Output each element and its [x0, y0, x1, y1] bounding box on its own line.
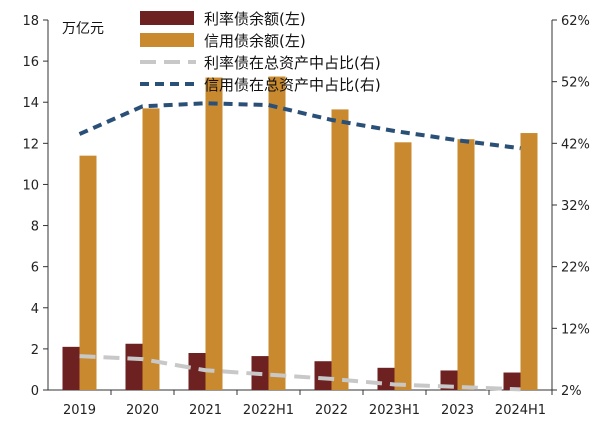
legend: 利率债余额(左) 信用债余额(左) 利率债在总资产中占比(右) 信用债在总资产中占比(… — [140, 10, 381, 94]
x-tick-label: 2024H1 — [495, 403, 546, 418]
credit-bond-bar — [142, 108, 160, 390]
credit-bond-bar — [268, 76, 286, 391]
rate-bond-bar — [188, 353, 206, 390]
left-tick-label: 2 — [31, 343, 39, 358]
rate-bond-bar — [125, 343, 143, 390]
bars — [62, 76, 538, 391]
credit-bond-bar — [331, 109, 349, 391]
rate-bond-bar — [503, 372, 521, 390]
right-tick-label: 42% — [561, 137, 590, 152]
ticks: 0 2 4 6 8 10 12 14 16 18 2% 12% 22% 32% 42% 52% 62% 2019 2… — [22, 14, 589, 418]
x-tick-label: 2022H1 — [243, 403, 294, 418]
right-tick-label: 52% — [561, 76, 590, 91]
credit-bond-share-line — [78, 101, 521, 151]
credit-bond-bar — [79, 155, 97, 390]
left-tick-label: 14 — [22, 96, 39, 111]
right-tick-label: 12% — [561, 322, 590, 337]
left-tick-label: 12 — [22, 137, 39, 152]
rate-bond-bar — [377, 367, 395, 390]
left-tick-label: 0 — [31, 384, 39, 399]
lines — [78, 101, 521, 392]
x-tick-label: 2023H1 — [369, 403, 420, 418]
left-tick-label: 16 — [22, 55, 39, 70]
legend-swatch — [140, 11, 194, 25]
legend-label: 利率债余额(左) — [204, 10, 306, 28]
credit-bond-bar — [520, 133, 538, 391]
left-tick-label: 8 — [31, 220, 39, 235]
right-tick-label: 22% — [561, 261, 590, 276]
left-tick-label: 6 — [31, 261, 39, 276]
credit-bond-bar — [457, 139, 475, 390]
right-tick-label: 62% — [561, 14, 590, 29]
left-tick-label: 10 — [22, 178, 39, 193]
legend-label: 利率债在总资产中占比(右) — [204, 54, 381, 72]
right-tick-label: 32% — [561, 199, 590, 214]
x-tick-label: 2021 — [189, 403, 222, 418]
left-tick-label: 4 — [31, 302, 39, 317]
unit-label: 万亿元 — [62, 21, 104, 37]
left-tick-label: 18 — [22, 14, 39, 29]
legend-swatch — [140, 33, 194, 47]
rate-bond-bar — [62, 346, 80, 390]
x-tick-label: 2022 — [315, 403, 348, 418]
x-tick-label: 2020 — [126, 403, 159, 418]
legend-label: 信用债在总资产中占比(右) — [204, 76, 381, 94]
credit-bond-bar — [394, 142, 412, 390]
legend-label: 信用债余额(左) — [204, 32, 306, 50]
rate-bond-bar — [314, 361, 332, 390]
x-tick-label: 2023 — [441, 403, 474, 418]
rate-bond-share-line — [79, 354, 521, 392]
right-tick-label: 2% — [561, 384, 582, 399]
x-tick-label: 2019 — [63, 403, 96, 418]
credit-bond-bar — [205, 77, 223, 391]
